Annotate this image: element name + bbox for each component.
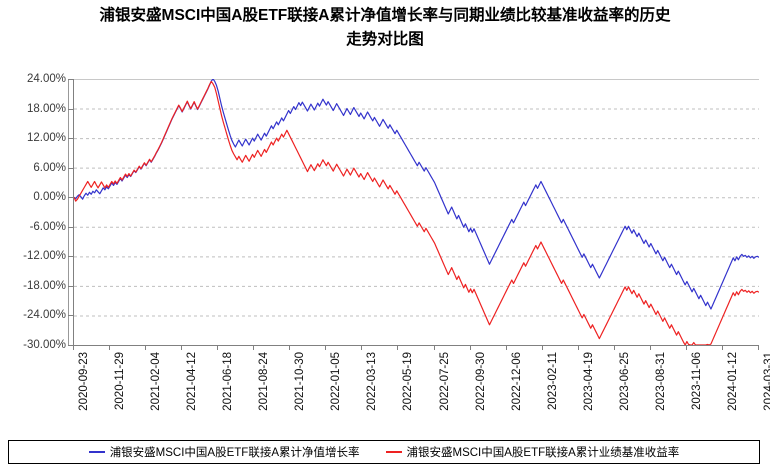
x-axis-tick (721, 346, 723, 350)
x-axis-tick (253, 346, 255, 350)
y-axis-tick-label: -30.00% (23, 339, 66, 351)
legend-color-swatch-benchmark (385, 451, 402, 453)
y-axis-tick (68, 285, 73, 287)
legend-color-swatch-navgrowth (88, 451, 105, 453)
y-axis-tick (68, 345, 73, 346)
y-axis-tick-label: 12.00% (26, 132, 66, 145)
x-axis-tick (685, 346, 687, 350)
x-axis-tick (145, 346, 147, 350)
x-axis-tick-label: 2022-07-25 (438, 352, 451, 411)
legend-label-navgrowth: 浦银安盛MSCI中国A股ETF联接A累计净值增长率 (109, 447, 360, 459)
series-line-navgrowth (74, 79, 759, 310)
y-axis-tick-label: -6.00% (29, 220, 66, 233)
chart-legend: 浦银安盛MSCI中国A股ETF联接A累计净值增长率 浦银安盛MSCI中国A股ET… (8, 440, 760, 464)
y-axis-tick (68, 167, 73, 169)
legend-label-benchmark: 浦银安盛MSCI中国A股ETF联接A累计业绩基准收益率 (406, 447, 680, 459)
x-axis-tick-label: 2021-08-24 (258, 352, 271, 411)
x-axis-tick-label: 2021-10-30 (294, 352, 307, 411)
x-axis-tick (181, 346, 183, 350)
x-axis-tick-label: 2020-11-29 (114, 352, 127, 410)
y-axis-tick-label: 6.00% (33, 161, 66, 174)
x-axis-tick-label: 2022-05-19 (402, 352, 415, 411)
x-axis-tick-label: 2023-11-06 (690, 352, 703, 410)
y-axis-tick-label: -12.00% (23, 250, 66, 263)
x-axis-tick-label: 2023-04-19 (582, 352, 595, 411)
x-axis-tick (613, 346, 615, 350)
x-axis-tick-label: 2022-09-30 (474, 352, 487, 411)
plot-area (73, 79, 759, 346)
y-axis-tick (68, 138, 73, 140)
x-axis-tick-label: 2021-06-18 (222, 352, 235, 411)
legend-item-benchmark[interactable]: 浦银安盛MSCI中国A股ETF联接A累计业绩基准收益率 (385, 444, 680, 460)
chart-title: 浦银安盛MSCI中国A股ETF联接A累计净值增长率与同期业绩比较基准收益率的历史… (0, 4, 770, 52)
x-axis-tick-label: 2022-12-06 (510, 352, 523, 411)
x-axis-tick (217, 346, 219, 350)
x-axis-tick (541, 346, 543, 350)
x-axis-tick (469, 346, 471, 350)
x-axis-tick-label: 2023-06-25 (618, 352, 631, 411)
y-axis-tick (68, 256, 73, 258)
x-axis-tick (505, 346, 507, 350)
x-axis-tick (577, 346, 579, 350)
y-axis-tick-label: -24.00% (23, 309, 66, 322)
y-axis-tick (68, 226, 73, 228)
y-axis-tick (68, 79, 73, 80)
x-axis-tick (649, 346, 651, 350)
x-axis-tick-label: 2024-03-31 (763, 352, 770, 411)
y-axis-tick (68, 108, 73, 110)
x-axis-tick (433, 346, 435, 350)
y-axis-outer-rule (68, 79, 69, 346)
x-axis-tick-label: 2021-02-04 (150, 352, 163, 411)
legend-item-navgrowth[interactable]: 浦银安盛MSCI中国A股ETF联接A累计净值增长率 (88, 444, 360, 460)
x-axis-tick-label: 2022-03-13 (366, 352, 379, 411)
series-line-benchmark (74, 80, 759, 345)
y-axis-tick-label: 24.00% (26, 73, 66, 85)
y-axis-tick-label: 18.00% (26, 102, 66, 115)
x-axis-tick (289, 346, 291, 350)
series-canvas (74, 79, 759, 345)
x-axis-tick-label: 2021-04-12 (186, 352, 199, 411)
x-axis-tick (397, 346, 399, 350)
x-axis-tick-label: 2024-01-12 (726, 352, 739, 411)
y-axis-tick-label: -18.00% (23, 279, 66, 292)
x-axis-tick-label: 2023-02-11 (546, 352, 559, 410)
y-axis-labels: 24.00% 18.00% 12.00% 6.00% 0.00% -6.00% -12.00… (0, 0, 73, 470)
y-axis-tick-label: 0.00% (33, 191, 66, 204)
x-axis-tick (73, 346, 74, 350)
chart-title-line-2: 走势对比图 (346, 31, 424, 48)
x-axis-tick (109, 346, 111, 350)
x-axis-tick-label: 2023-08-31 (654, 352, 667, 411)
x-axis-tick (758, 346, 759, 350)
x-axis-tick (325, 346, 327, 350)
chart-title-line-1: 浦银安盛MSCI中国A股ETF联接A累计净值增长率与同期业绩比较基准收益率的历史 (99, 7, 671, 24)
y-axis-tick (68, 315, 73, 317)
x-axis-tick-label: 2022-01-05 (330, 352, 343, 411)
x-axis-tick (361, 346, 363, 350)
y-axis-tick (68, 197, 73, 199)
x-axis-tick-label: 2020-09-23 (78, 352, 90, 411)
